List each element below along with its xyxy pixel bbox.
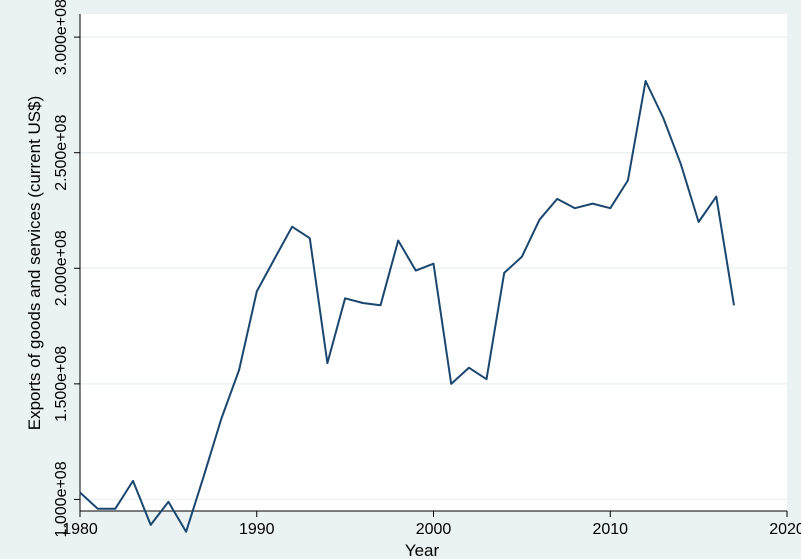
y-axis-title: Exports of goods and services (current U… <box>25 96 44 430</box>
y-tick-label: 1.500e+08 <box>53 346 70 422</box>
y-tick-label: 2.500e+08 <box>53 115 70 191</box>
y-tick-label: 3.000e+08 <box>53 0 70 75</box>
x-tick-label: 1990 <box>239 521 275 538</box>
x-tick-label: 2000 <box>416 521 452 538</box>
x-tick-label: 2020 <box>769 521 801 538</box>
plot-area <box>80 14 787 511</box>
x-tick-label: 1980 <box>62 521 98 538</box>
series-line <box>79 80 735 533</box>
x-tick-label: 2010 <box>592 521 628 538</box>
y-tick-label: 2.000e+08 <box>53 230 70 306</box>
y-axis-ticks: 1.000e+08 1.500e+08 2.000e+08 2.500e+08 3.00… <box>53 0 80 537</box>
x-axis-ticks: 1980 1990 2000 2010 2020 <box>62 511 801 538</box>
y-tick-label: 1.000e+08 <box>53 461 70 537</box>
x-axis-title: Year <box>405 541 440 559</box>
